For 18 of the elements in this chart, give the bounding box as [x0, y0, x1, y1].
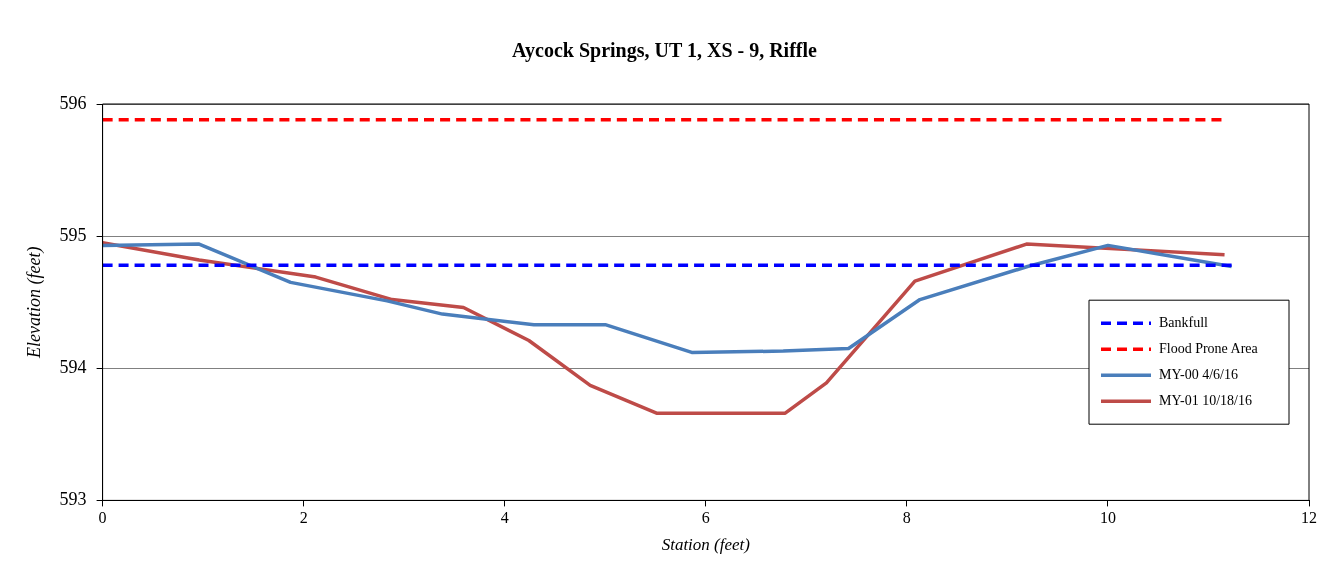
legend-label: Flood Prone Area: [1159, 340, 1259, 356]
x-tick-label: 2: [299, 509, 308, 527]
y-axis-title: Elevation (feet): [23, 246, 45, 359]
x-tick-label: 0: [98, 509, 107, 527]
chart-title: Aycock Springs, UT 1, XS - 9, Riffle: [512, 39, 818, 63]
x-tick-label: 6: [701, 509, 710, 527]
x-tick-label: 10: [1099, 509, 1116, 527]
y-tick-label: 594: [59, 357, 87, 377]
x-axis-title: Station (feet): [661, 535, 751, 555]
x-tick-label: 4: [500, 509, 509, 527]
y-tick-label: 593: [59, 489, 87, 510]
legend-label: Bankfull: [1159, 314, 1209, 330]
y-tick-label: 595: [59, 224, 87, 245]
legend-label: MY-01 10/18/16: [1159, 392, 1252, 408]
legend-label: MY-00 4/6/16: [1159, 366, 1238, 382]
x-tick-label: 8: [902, 509, 911, 527]
x-tick-label: 12: [1301, 509, 1317, 527]
y-tick-label: 596: [59, 92, 87, 113]
